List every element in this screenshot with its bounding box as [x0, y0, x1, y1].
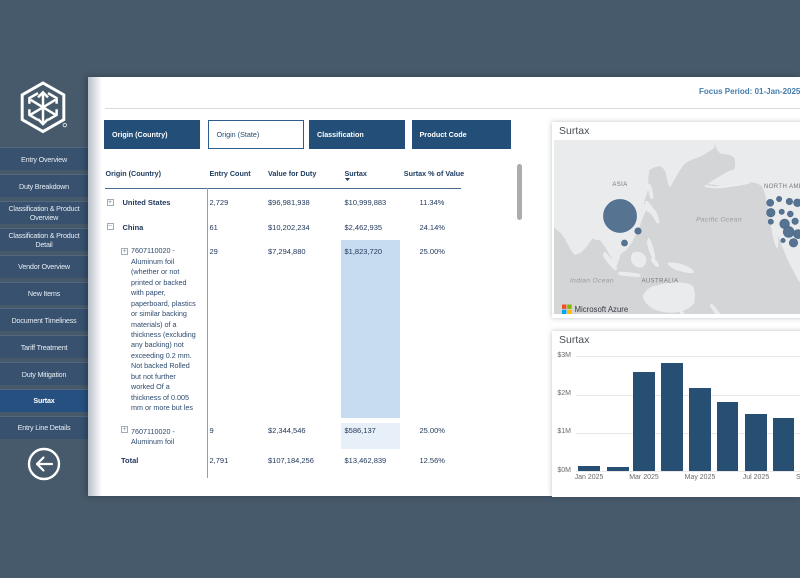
svg-text:Microsoft Azure: Microsoft Azure [575, 305, 629, 314]
svg-text:Indian Ocean: Indian Ocean [570, 278, 614, 285]
svg-text:AUSTRALIA: AUSTRALIA [642, 279, 679, 285]
svg-text:Pacific Ocean: Pacific Ocean [696, 217, 742, 224]
svg-text:ASIA: ASIA [612, 182, 627, 188]
svg-text:NORTH AMERICA: NORTH AMERICA [764, 184, 800, 190]
